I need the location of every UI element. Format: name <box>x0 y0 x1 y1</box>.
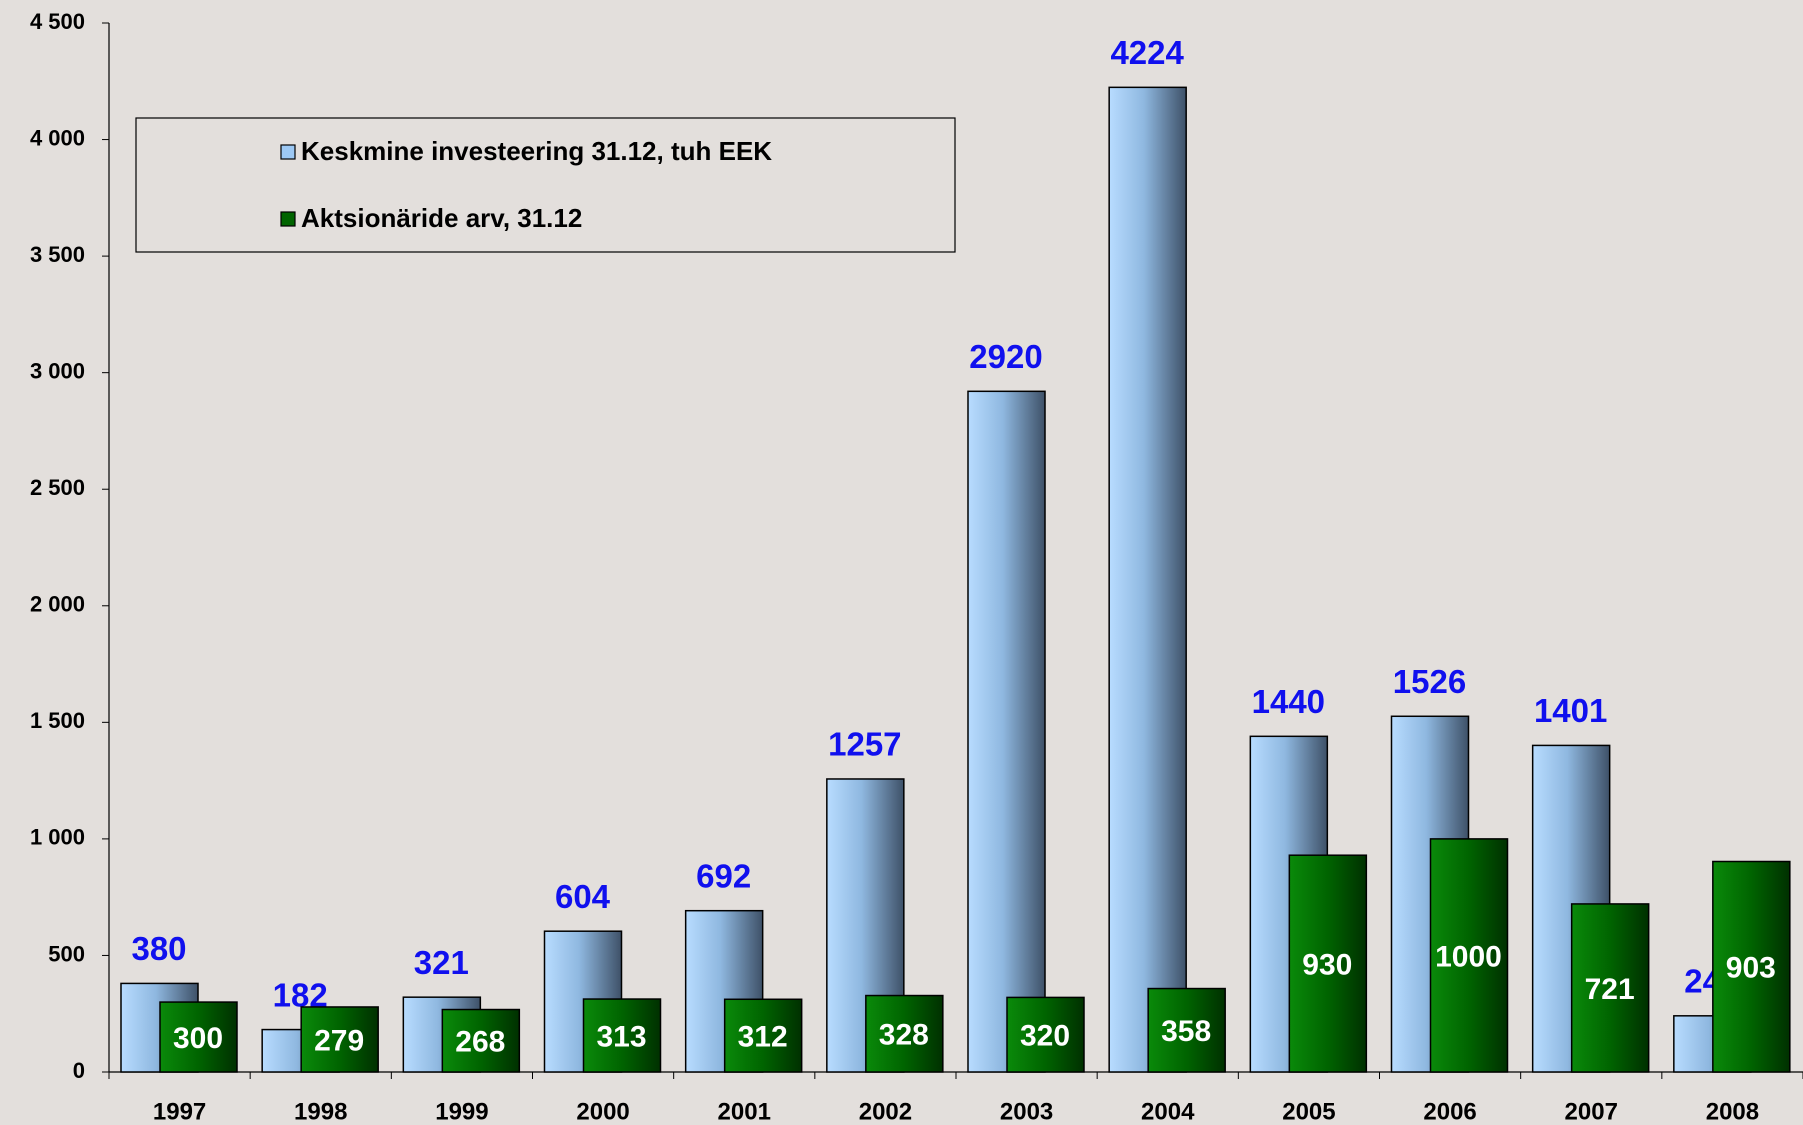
legend-label: Aktsionäride arv, 31.12 <box>301 203 582 233</box>
y-tick-label: 2 000 <box>30 592 85 617</box>
bar <box>159 1001 238 1073</box>
value-label: 903 <box>1726 952 1776 985</box>
value-label: 321 <box>414 944 469 981</box>
value-label: 1440 <box>1252 683 1325 720</box>
value-label: 268 <box>455 1026 505 1059</box>
x-tick-label: 2008 <box>1706 1098 1759 1125</box>
x-tick-label: 2000 <box>576 1098 629 1125</box>
value-label: 358 <box>1161 1015 1211 1048</box>
value-label: 279 <box>314 1024 364 1057</box>
x-tick-label: 2006 <box>1423 1098 1476 1125</box>
y-tick-label: 500 <box>48 941 85 966</box>
value-label: 313 <box>596 1020 646 1053</box>
value-label: 1257 <box>828 726 901 763</box>
y-tick-label: 1 500 <box>30 708 85 733</box>
bar <box>1288 854 1368 1073</box>
bar <box>582 998 662 1073</box>
value-label: 1000 <box>1435 940 1502 973</box>
value-label: 320 <box>1020 1020 1070 1053</box>
value-label: 4224 <box>1110 34 1184 71</box>
y-tick-label: 3 500 <box>30 242 85 267</box>
value-label: 300 <box>173 1022 223 1055</box>
x-tick-label: 2005 <box>1282 1098 1335 1125</box>
x-tick-label: 2004 <box>1141 1098 1195 1125</box>
value-label: 1401 <box>1534 692 1607 729</box>
bar <box>723 998 803 1073</box>
bar <box>865 994 944 1073</box>
legend: Keskmine investeering 31.12, tuh EEK Akts… <box>135 117 956 253</box>
bar <box>1570 903 1650 1073</box>
legend-swatch <box>280 144 296 160</box>
y-tick-label: 4 500 <box>30 9 85 34</box>
y-tick-label: 3 000 <box>30 358 85 383</box>
bar <box>1147 987 1226 1073</box>
legend-box <box>135 117 956 253</box>
bar <box>1429 838 1509 1073</box>
value-label: 930 <box>1302 949 1352 982</box>
bar <box>300 1006 379 1073</box>
legend-label: Keskmine investeering 31.12, tuh EEK <box>301 136 772 166</box>
value-label: 312 <box>738 1021 788 1054</box>
value-label: 604 <box>555 878 611 915</box>
x-tick-label: 1998 <box>294 1098 347 1125</box>
bar <box>1006 996 1085 1073</box>
value-label: 692 <box>696 857 751 894</box>
value-label: 328 <box>879 1019 929 1052</box>
y-tick-label: 4 000 <box>30 125 85 150</box>
x-tick-label: 2007 <box>1565 1098 1618 1125</box>
bar <box>1108 86 1187 1073</box>
bar <box>1712 860 1791 1073</box>
value-label: 1526 <box>1393 663 1466 700</box>
y-tick-label: 2 500 <box>30 475 85 500</box>
value-label: 380 <box>131 930 186 967</box>
y-tick-label: 1 000 <box>30 825 85 850</box>
legend-swatch <box>280 211 296 227</box>
x-tick-label: 2002 <box>859 1098 912 1125</box>
bar <box>967 390 1046 1073</box>
value-label: 2920 <box>969 338 1042 375</box>
y-tick-label: 0 <box>73 1058 85 1083</box>
x-tick-label: 1997 <box>153 1098 206 1125</box>
x-tick-label: 2003 <box>1000 1098 1053 1125</box>
x-tick-label: 2001 <box>718 1098 771 1125</box>
value-label: 721 <box>1585 973 1635 1006</box>
x-tick-label: 1999 <box>435 1098 488 1125</box>
bar <box>441 1008 521 1073</box>
